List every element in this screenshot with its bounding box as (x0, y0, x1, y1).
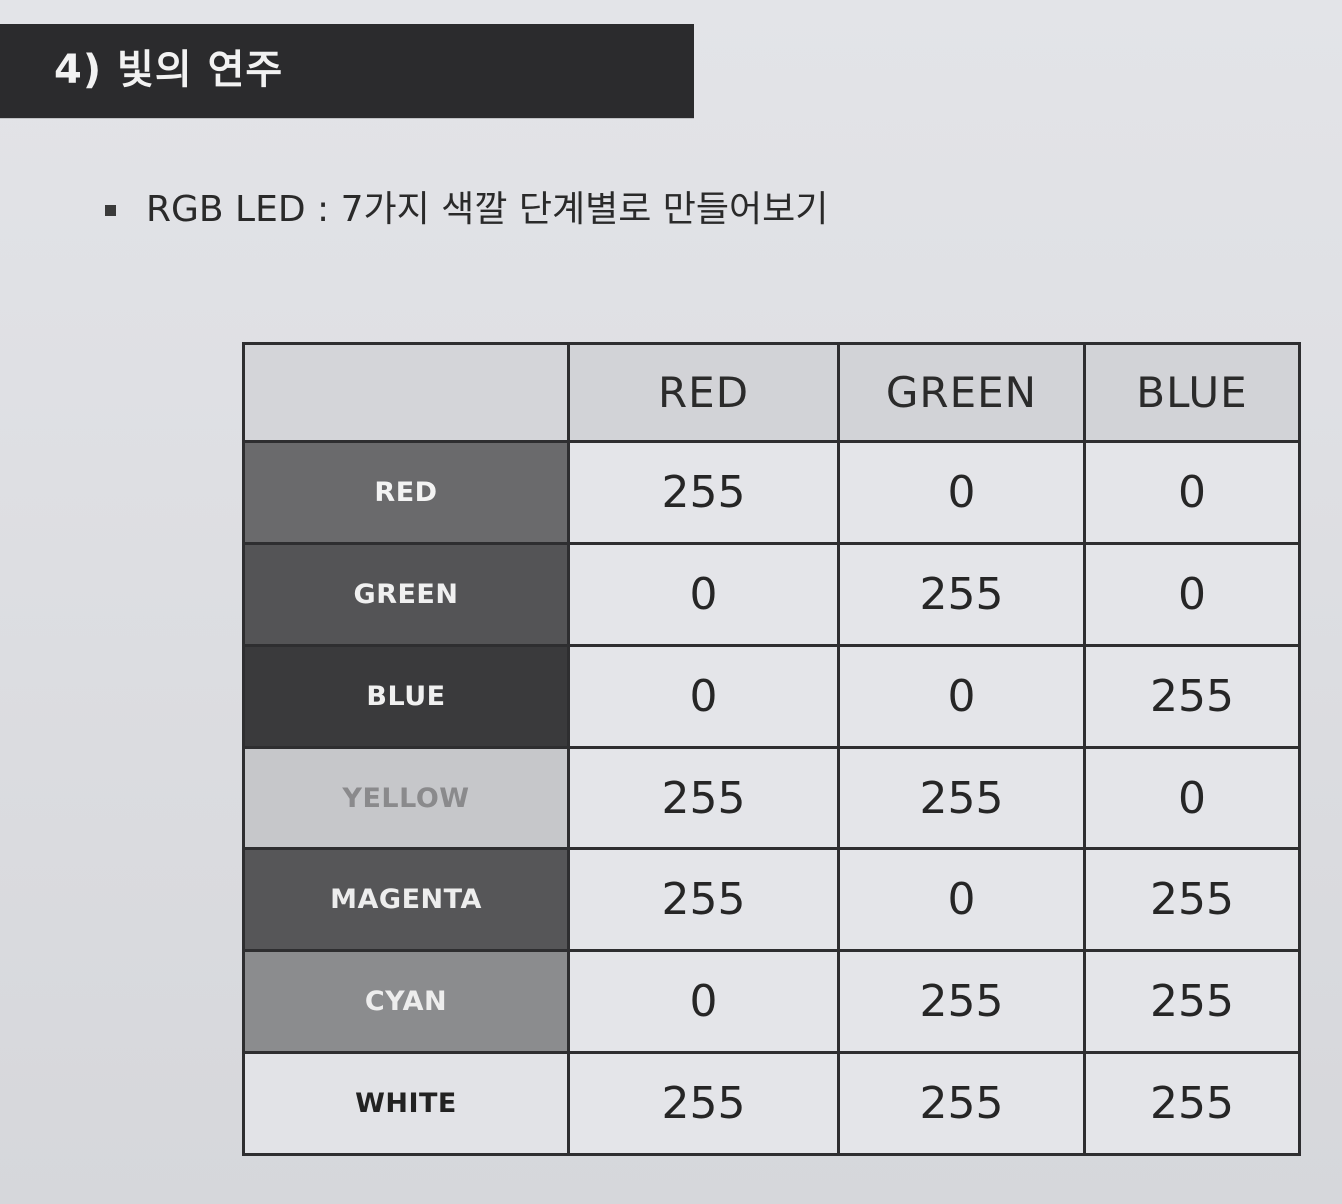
row-label-magenta: MAGENTA (242, 847, 570, 953)
section-title-bar: 4) 빛의 연주 (0, 24, 694, 118)
section-title: 4) 빛의 연주 (54, 47, 284, 93)
column-header-blue: BLUE (1083, 341, 1301, 444)
table-row-magenta: MAGENTA 255 0 255 (242, 847, 1301, 953)
table-row-green: GREEN 0 255 0 (242, 541, 1301, 647)
table-row-red: RED 255 0 0 (242, 440, 1301, 545)
cell-red-b: 0 (1083, 440, 1301, 545)
table-header-row: RED GREEN BLUE (242, 341, 1301, 444)
cell-red-r: 255 (567, 440, 840, 545)
cell-magenta-g: 0 (837, 847, 1086, 953)
table-corner-cell (242, 341, 570, 444)
table-row-white: WHITE 255 255 255 (242, 1051, 1301, 1156)
cell-cyan-b: 255 (1083, 949, 1301, 1055)
cell-green-b: 0 (1083, 541, 1301, 647)
cell-green-g: 255 (837, 541, 1086, 647)
cell-white-g: 255 (837, 1051, 1086, 1156)
table-row-yellow: YELLOW 255 255 0 (242, 745, 1301, 851)
cell-magenta-b: 255 (1083, 847, 1301, 953)
cell-green-r: 0 (567, 541, 840, 647)
cell-yellow-r: 255 (567, 745, 840, 851)
row-label-blue: BLUE (242, 643, 570, 749)
cell-yellow-b: 0 (1083, 745, 1301, 851)
table-row-cyan: CYAN 0 255 255 (242, 949, 1301, 1055)
cell-blue-g: 0 (837, 643, 1086, 749)
bullet-item: RGB LED : 7가지 색깔 단계별로 만들어보기 (105, 186, 828, 234)
column-header-green: GREEN (837, 341, 1086, 444)
cell-yellow-g: 255 (837, 745, 1086, 851)
cell-cyan-g: 255 (837, 949, 1086, 1055)
cell-magenta-r: 255 (567, 847, 840, 953)
square-bullet-icon (105, 204, 116, 216)
table-row-blue: BLUE 0 0 255 (242, 643, 1301, 749)
bullet-text: RGB LED : 7가지 색깔 단계별로 만들어보기 (146, 189, 829, 230)
row-label-white: WHITE (242, 1051, 570, 1156)
cell-white-r: 255 (567, 1051, 840, 1156)
row-label-yellow: YELLOW (242, 745, 570, 851)
rgb-color-table: RED GREEN BLUE RED 255 0 0 GREEN 0 255 0… (242, 341, 1301, 1156)
rgb-color-table-container: RED GREEN BLUE RED 255 0 0 GREEN 0 255 0… (242, 341, 1301, 1156)
cell-blue-r: 0 (567, 643, 840, 749)
cell-red-g: 0 (837, 440, 1086, 545)
row-label-cyan: CYAN (242, 949, 570, 1055)
row-label-red: RED (242, 440, 570, 545)
cell-white-b: 255 (1083, 1051, 1301, 1156)
column-header-red: RED (567, 341, 840, 444)
cell-blue-b: 255 (1083, 643, 1301, 749)
cell-cyan-r: 0 (567, 949, 840, 1055)
row-label-green: GREEN (242, 541, 570, 647)
